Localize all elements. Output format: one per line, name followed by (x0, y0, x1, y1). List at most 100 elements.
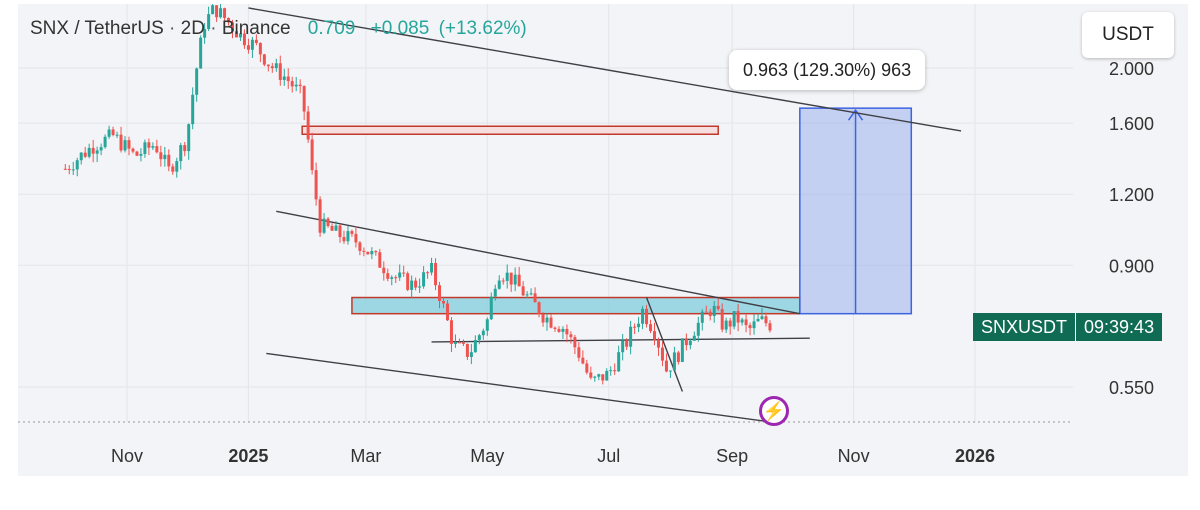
candle-body (593, 376, 597, 378)
candle-body (430, 263, 434, 273)
candle-body (79, 152, 83, 161)
candle-body (286, 76, 290, 82)
candle-body (171, 166, 175, 172)
candle-body (649, 324, 653, 332)
candle-body (676, 352, 680, 362)
candle-body (163, 154, 167, 160)
candle-body (764, 316, 768, 324)
candle-body (569, 334, 573, 338)
x-tick-label: 2025 (228, 446, 268, 466)
candle-body (67, 168, 71, 170)
candle-body (199, 37, 203, 69)
candle-body (179, 145, 183, 162)
candle-body (660, 347, 664, 361)
long-downtrend-line (248, 7, 962, 132)
horizontal-support-line (431, 337, 810, 343)
candle-body (438, 285, 442, 302)
candle-body (119, 134, 123, 151)
candle-body (625, 340, 629, 347)
candle-body (310, 139, 314, 171)
candle-body (71, 169, 75, 171)
x-tick-label: May (470, 446, 504, 466)
candle-body (131, 148, 135, 152)
candle-body (294, 84, 298, 87)
candle-body (414, 280, 418, 288)
candle-body (350, 231, 354, 234)
candle-body (768, 323, 772, 331)
candle-body (370, 251, 374, 255)
x-tick-label: Nov (111, 446, 143, 466)
candle-body (708, 311, 712, 317)
candle-body (453, 342, 457, 344)
candle-body (573, 337, 577, 348)
candle-body (656, 339, 660, 348)
separator: · (169, 18, 176, 39)
lightning-icon[interactable]: ⚡ (759, 396, 789, 426)
candle-body (278, 63, 282, 80)
candle-body (250, 39, 254, 50)
interval-label[interactable]: 2D (180, 18, 205, 39)
candle-body (517, 274, 521, 287)
candle-body (266, 64, 270, 67)
candle-body (633, 326, 637, 328)
candle-body (87, 147, 91, 157)
x-tick-label: Sep (716, 446, 748, 466)
candle-body (744, 319, 748, 326)
candle-body (95, 150, 99, 154)
candle-body (704, 311, 708, 313)
x-tick-label: Jul (597, 446, 620, 466)
chart-area[interactable]: 2.000 1.600 1.200 0.900 0.550 Nov 2025 Mar May Ju… (18, 4, 1188, 476)
symbol-name[interactable]: SNX / TetherUS (30, 18, 164, 39)
candle-body (756, 318, 760, 322)
candle-body (330, 226, 334, 231)
currency-unit-button[interactable]: USDT (1082, 12, 1174, 58)
exchange-label: Binance (221, 18, 291, 39)
candle-body (621, 340, 625, 353)
candle-body (306, 111, 310, 140)
candle-body (123, 140, 127, 151)
y-tick-label: 2.000 (1109, 59, 1154, 79)
candle-body (258, 42, 262, 55)
candle-body (342, 237, 346, 242)
candle-body (246, 45, 250, 50)
separator: · (210, 18, 217, 39)
candle-body (680, 338, 684, 362)
candle-body (115, 134, 119, 136)
candle-body (234, 31, 238, 38)
candle-body (254, 39, 258, 43)
candle-body (760, 316, 764, 319)
y-tick-label: 0.550 (1109, 378, 1154, 398)
candle-body (398, 272, 402, 278)
candle-body (107, 129, 111, 137)
candle-body (195, 68, 199, 95)
candle-body (422, 272, 426, 287)
candle-body (629, 326, 633, 347)
candle-body (151, 146, 155, 148)
candle-body (493, 288, 497, 297)
price-chart[interactable]: 2.000 1.600 1.200 0.900 0.550 Nov 2025 Mar May Ju… (18, 4, 1188, 476)
candle-body (613, 370, 617, 372)
candle-body (270, 66, 274, 69)
candle-body (688, 340, 692, 346)
candle-body (175, 161, 179, 172)
candle-body (406, 273, 410, 290)
candle-body (668, 370, 672, 372)
candle-body (597, 374, 601, 377)
candle-body (282, 76, 286, 80)
candle-body (585, 363, 589, 373)
candle-body (497, 280, 501, 289)
candle-body (533, 293, 537, 303)
price-change-percent: (+13.62%) (438, 18, 527, 39)
pullback-trend-line (645, 297, 684, 392)
candle-body (553, 327, 557, 329)
candle-body (191, 94, 195, 125)
measure-arrow-head (847, 108, 864, 121)
candle-body (481, 330, 485, 336)
candle-body (521, 286, 525, 296)
candle-body (127, 140, 131, 149)
candle-body (231, 22, 235, 32)
channel-lower-line (266, 352, 781, 424)
candle-body (724, 320, 728, 330)
candle-body (641, 308, 645, 324)
candle-body (354, 233, 358, 243)
